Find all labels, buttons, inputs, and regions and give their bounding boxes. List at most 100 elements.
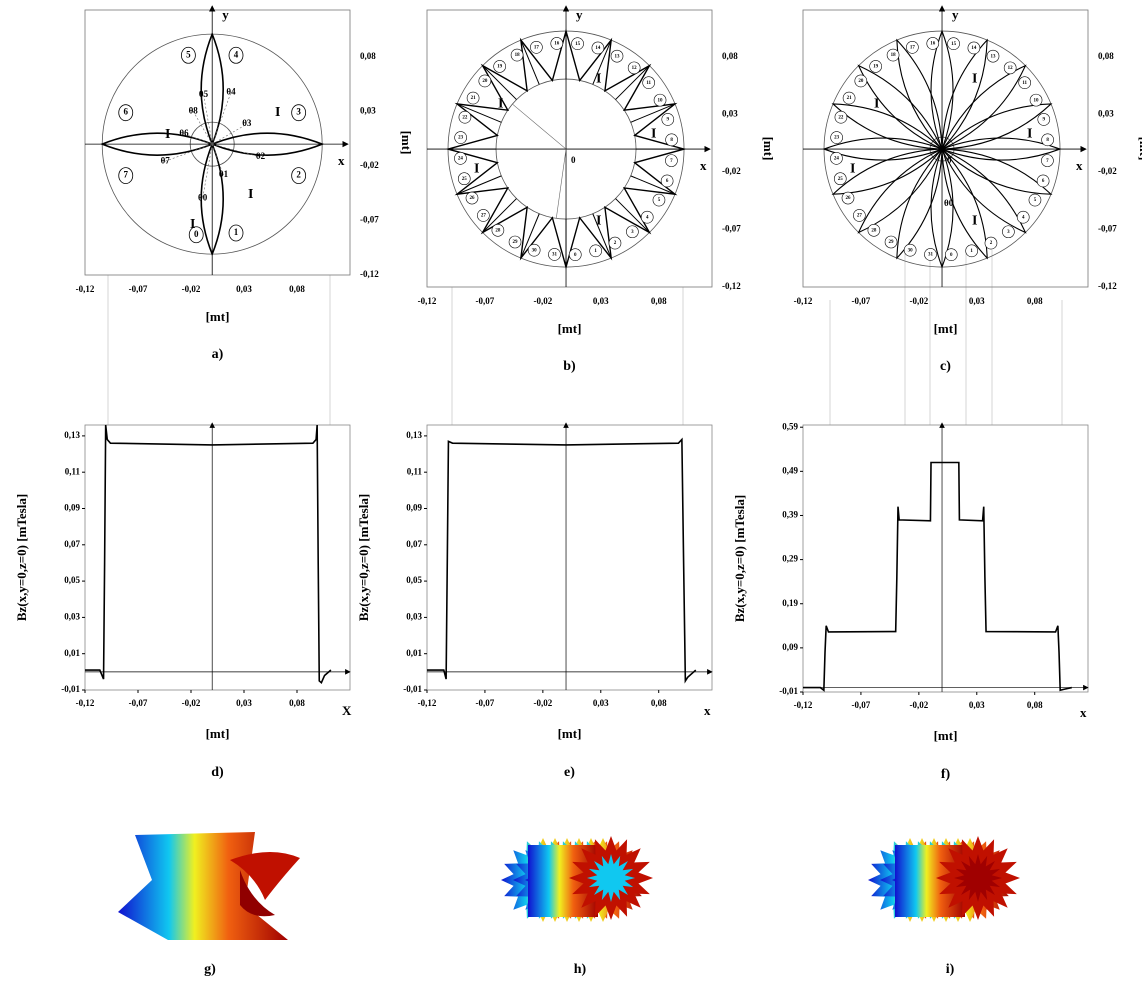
y-tick-label: 0,08	[360, 51, 376, 61]
coil-badge	[660, 174, 674, 188]
y-tick-label: -0,12	[722, 281, 741, 291]
coil-spoke	[482, 198, 517, 233]
coil-number: 24	[458, 156, 464, 161]
y-tick-label: 0,09	[782, 642, 798, 652]
y-tick-label: 0,19	[782, 598, 798, 608]
coil-number: 21	[847, 96, 853, 101]
panel-caption: h)	[574, 962, 587, 977]
y-tick-label: 0,29	[782, 554, 798, 564]
coil-number: 4	[234, 49, 239, 59]
x-tick-label: -0,02	[182, 284, 201, 294]
panel-caption: d)	[211, 765, 224, 780]
coil-number: 21	[471, 96, 477, 101]
coil-number: 0	[574, 253, 577, 258]
x-tick-label: -0,07	[476, 296, 495, 306]
angle-ray	[212, 123, 247, 145]
y-tick-label: 0,59	[782, 421, 798, 431]
coil-badge	[830, 152, 843, 165]
coil-badge	[608, 236, 622, 250]
current-label: I	[850, 161, 855, 176]
coil-number: 11	[1022, 81, 1027, 86]
coil-winding	[200, 31, 224, 147]
current-label: I	[596, 71, 601, 86]
coil-number: 0	[950, 253, 953, 258]
coil-badge	[1037, 113, 1051, 126]
y-label: Bz(x,y=0,z=0) [mTesla]	[732, 495, 747, 622]
coil-badge	[1041, 133, 1054, 147]
current-label: I	[275, 105, 280, 120]
angle-label: θ1	[219, 169, 229, 179]
y-tick-label: -0,02	[1098, 166, 1117, 176]
coil-number: 11	[646, 81, 651, 86]
coil-winding	[930, 147, 954, 269]
x-tick-label: -0,12	[76, 284, 95, 294]
coil-badge	[568, 248, 582, 261]
coil-badge	[627, 61, 641, 75]
coil-number: 18	[515, 53, 521, 58]
angle-label: θ6	[179, 128, 189, 138]
panel-caption: f)	[941, 767, 951, 782]
coil-spoke	[592, 39, 612, 85]
y-axis-name: y	[952, 7, 959, 22]
coil-number: 26	[470, 196, 476, 201]
coil-badge	[589, 244, 602, 258]
coil-badge	[477, 209, 490, 222]
y-tick-label: -0,12	[360, 269, 379, 279]
y-tick-label: 0,09	[64, 503, 80, 513]
y-tick-label: 0,39	[782, 510, 798, 520]
coil-number: 2	[990, 241, 993, 246]
current-label: I	[874, 96, 879, 111]
coil-badge	[291, 104, 307, 122]
coil-number: 27	[481, 214, 487, 219]
x-tick-label: 0,03	[593, 296, 609, 306]
guide-lines	[107, 250, 1063, 425]
coil-badge	[986, 49, 1000, 63]
x-tick-label: 0,03	[593, 698, 609, 708]
coil-badge	[842, 91, 856, 105]
coil-badge	[510, 48, 524, 62]
angle-label: θ4	[226, 87, 236, 97]
x-tick-label: -0,02	[909, 296, 928, 306]
field-curve	[85, 424, 332, 685]
coil-number: 9	[667, 118, 670, 123]
y-tick-label: 0,07	[406, 539, 422, 549]
coil-badge	[854, 74, 868, 88]
current-label: I	[1027, 126, 1032, 141]
coil-number: 30	[532, 248, 538, 253]
render-i	[868, 836, 1020, 922]
magnet-petal	[240, 870, 275, 917]
render-h	[501, 836, 653, 922]
coil-spoke	[482, 65, 517, 100]
x-tick-label: -0,02	[533, 296, 552, 306]
coil-number: 3	[1007, 230, 1010, 235]
coil-number: 16	[554, 42, 560, 47]
coil-number: 7	[1046, 159, 1049, 164]
coil-winding	[857, 147, 944, 234]
coil-winding	[896, 147, 943, 260]
coil-badge	[853, 209, 866, 222]
coil-number: 15	[575, 42, 581, 47]
coil-number: 5	[1034, 198, 1037, 203]
y-tick-label: 0,03	[64, 611, 80, 621]
y-tick-label: 0,08	[1098, 51, 1114, 61]
coil-number: 14	[595, 46, 601, 51]
coil-badge	[610, 49, 624, 63]
coil-badge	[626, 225, 639, 239]
coil-winding	[831, 103, 944, 150]
current-label: I	[165, 127, 170, 142]
coil-number: 29	[889, 240, 895, 245]
coil-number: 30	[908, 248, 914, 253]
coil-winding	[210, 132, 325, 156]
x-tick-label: -0,12	[76, 698, 95, 708]
coil-number: 31	[552, 253, 558, 258]
y-tick-label: -0,07	[722, 224, 741, 234]
coil-badge	[1018, 76, 1031, 90]
coil-badge	[465, 191, 479, 205]
y-unit: [mt]	[399, 131, 414, 155]
coil-number: 0	[194, 229, 199, 239]
coil-number: 26	[846, 196, 852, 201]
coil-winding	[940, 147, 1027, 234]
plot-frame	[84, 424, 351, 691]
x-tick-label: 0,08	[1027, 700, 1043, 710]
x-axis-name: x	[1076, 158, 1083, 173]
